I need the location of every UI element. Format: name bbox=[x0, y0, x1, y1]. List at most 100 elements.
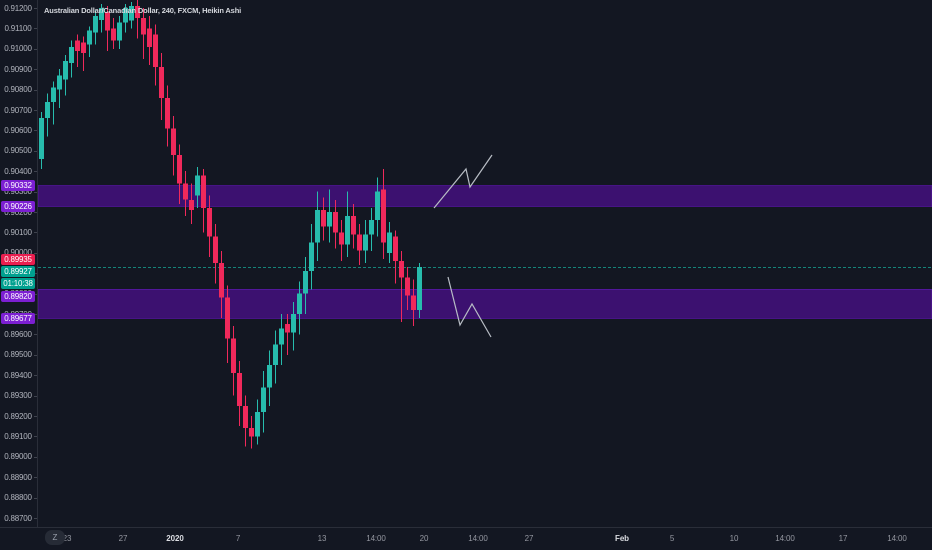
price-tick-label: 0.90100 bbox=[4, 227, 32, 237]
price-tick-label: 0.88700 bbox=[4, 513, 32, 523]
candle-body bbox=[261, 387, 266, 412]
candle-body bbox=[207, 207, 212, 237]
price-tick-mark bbox=[34, 69, 37, 71]
candle-body bbox=[99, 8, 104, 21]
candle-body bbox=[237, 373, 242, 406]
candle-body bbox=[291, 314, 296, 333]
time-tick-label: 17 bbox=[838, 534, 848, 543]
price-tick-mark bbox=[34, 518, 37, 519]
candle-body bbox=[345, 216, 350, 245]
candle-body bbox=[87, 30, 92, 45]
zone-price-label: 0.89677 bbox=[1, 313, 35, 325]
candle-body bbox=[165, 97, 170, 129]
candles-layer bbox=[39, 0, 422, 449]
candle-body bbox=[375, 191, 380, 221]
time-tick-label: 7 bbox=[235, 534, 241, 543]
candle-body bbox=[363, 234, 368, 251]
candle-body bbox=[93, 16, 98, 33]
time-tick-label: 14:00 bbox=[366, 534, 386, 543]
price-tick-mark bbox=[34, 354, 37, 356]
price-tick-mark bbox=[34, 150, 37, 152]
price-tick-label: 0.89500 bbox=[4, 350, 32, 360]
time-tick-label: 27 bbox=[524, 534, 534, 543]
candle-body bbox=[321, 210, 326, 227]
candle-body bbox=[129, 6, 134, 21]
price-tick-label: 0.90500 bbox=[4, 146, 32, 156]
price-tick-label: 0.89300 bbox=[4, 391, 32, 401]
price-tick-label: 0.90900 bbox=[4, 64, 32, 74]
price-tick-mark bbox=[34, 436, 37, 438]
candle-body bbox=[171, 128, 176, 155]
candle-body bbox=[147, 28, 152, 47]
price-tick-mark bbox=[34, 314, 37, 315]
price-tick-mark bbox=[34, 456, 37, 458]
candle-body bbox=[63, 61, 68, 80]
price-tick-label: 0.90700 bbox=[4, 105, 32, 115]
candle-body bbox=[249, 428, 254, 437]
candle-body bbox=[309, 242, 314, 272]
candle-body bbox=[315, 210, 320, 243]
candle-body bbox=[285, 324, 290, 333]
supply-zone[interactable] bbox=[37, 184, 932, 208]
candle-body bbox=[279, 328, 284, 345]
time-tick-label: 14:00 bbox=[887, 534, 907, 543]
price-tick-label: 0.88800 bbox=[4, 493, 32, 503]
time-axis-border bbox=[0, 527, 932, 528]
candle-body bbox=[303, 271, 308, 294]
time-tick-label: 27 bbox=[118, 534, 128, 543]
time-tick-label: 14:00 bbox=[468, 534, 488, 543]
timezone-button[interactable]: Z bbox=[45, 530, 65, 545]
zigzag-arrow-up[interactable] bbox=[433, 154, 493, 209]
price-tick-mark bbox=[34, 273, 37, 275]
price-tick-mark bbox=[34, 48, 37, 50]
symbol-title: Australian Dollar/Canadian Dollar, 240, … bbox=[44, 6, 242, 15]
price-tick-mark bbox=[34, 252, 37, 254]
candle-body bbox=[135, 6, 140, 19]
price-tick-mark bbox=[34, 497, 37, 499]
candle-body bbox=[105, 12, 110, 31]
candle-body bbox=[387, 232, 392, 253]
time-tick-label: 10 bbox=[729, 534, 739, 543]
candle-body bbox=[393, 236, 398, 261]
candle-body bbox=[327, 212, 332, 227]
candle-body bbox=[225, 297, 230, 339]
candle-body bbox=[369, 220, 374, 235]
bar-countdown-label: 01:10:38 bbox=[1, 278, 35, 290]
hline-price-label: 0.89927 bbox=[1, 266, 35, 278]
candle-body bbox=[411, 295, 416, 310]
candle-body bbox=[81, 42, 86, 53]
candle-body bbox=[381, 189, 386, 243]
price-tick-label: 0.90300 bbox=[4, 187, 32, 197]
candle-body bbox=[297, 293, 302, 314]
candle-body bbox=[189, 199, 194, 210]
price-tick-label: 0.88900 bbox=[4, 472, 32, 482]
candle-body bbox=[273, 344, 278, 365]
candle-body bbox=[39, 118, 44, 159]
time-tick-label: 20 bbox=[419, 534, 429, 543]
candle-body bbox=[153, 34, 158, 68]
candle-body bbox=[231, 338, 236, 374]
candle-body bbox=[333, 212, 338, 233]
candle-body bbox=[111, 28, 116, 41]
price-tick-label: 0.90800 bbox=[4, 85, 32, 95]
price-tick-label: 0.89100 bbox=[4, 431, 32, 441]
candle-body bbox=[75, 40, 80, 51]
price-tick-label: 0.91000 bbox=[4, 44, 32, 54]
candle-body bbox=[351, 216, 356, 235]
candle-body bbox=[339, 232, 344, 245]
price-tick-mark bbox=[34, 130, 37, 132]
price-tick-mark bbox=[34, 8, 37, 9]
candle-body bbox=[117, 22, 122, 41]
price-tick-mark bbox=[34, 110, 37, 111]
price-tick-label: 0.89000 bbox=[4, 452, 32, 462]
zigzag-arrow-down[interactable] bbox=[447, 276, 492, 338]
price-tick-mark bbox=[34, 395, 37, 397]
demand-zone[interactable] bbox=[37, 289, 932, 320]
price-tick-mark bbox=[34, 171, 37, 173]
time-tick-label: 13 bbox=[317, 534, 327, 543]
price-tick-label: 0.89600 bbox=[4, 329, 32, 339]
price-axis-border bbox=[37, 0, 38, 527]
price-tick-mark bbox=[34, 375, 37, 377]
